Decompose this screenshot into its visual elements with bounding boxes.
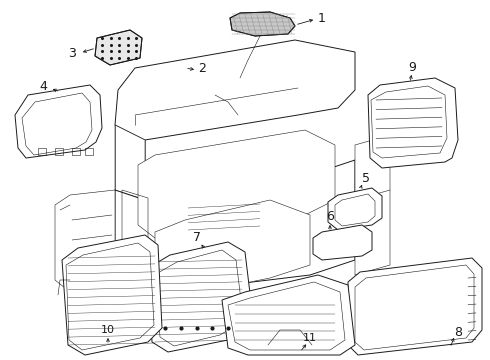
Text: 3: 3	[68, 46, 76, 59]
Text: 11: 11	[303, 333, 317, 343]
Polygon shape	[355, 135, 390, 275]
Polygon shape	[368, 78, 458, 168]
Polygon shape	[55, 190, 115, 292]
Text: 7: 7	[193, 230, 201, 243]
Polygon shape	[115, 160, 355, 295]
Polygon shape	[148, 242, 252, 352]
Polygon shape	[222, 275, 355, 355]
Text: 6: 6	[326, 210, 334, 222]
Text: 8: 8	[454, 325, 462, 338]
Polygon shape	[115, 40, 355, 140]
Polygon shape	[115, 125, 145, 200]
Polygon shape	[138, 130, 335, 238]
Text: 5: 5	[362, 171, 370, 185]
Polygon shape	[348, 258, 482, 355]
Text: 2: 2	[198, 62, 206, 75]
Polygon shape	[145, 58, 222, 112]
Polygon shape	[15, 85, 102, 158]
Text: 4: 4	[39, 80, 47, 93]
Text: 1: 1	[318, 12, 326, 24]
Text: 9: 9	[408, 60, 416, 73]
Polygon shape	[62, 235, 162, 355]
Polygon shape	[155, 200, 310, 295]
Polygon shape	[328, 188, 382, 230]
Polygon shape	[230, 12, 295, 36]
Text: 10: 10	[101, 325, 115, 335]
Polygon shape	[313, 225, 372, 260]
Polygon shape	[95, 30, 142, 65]
